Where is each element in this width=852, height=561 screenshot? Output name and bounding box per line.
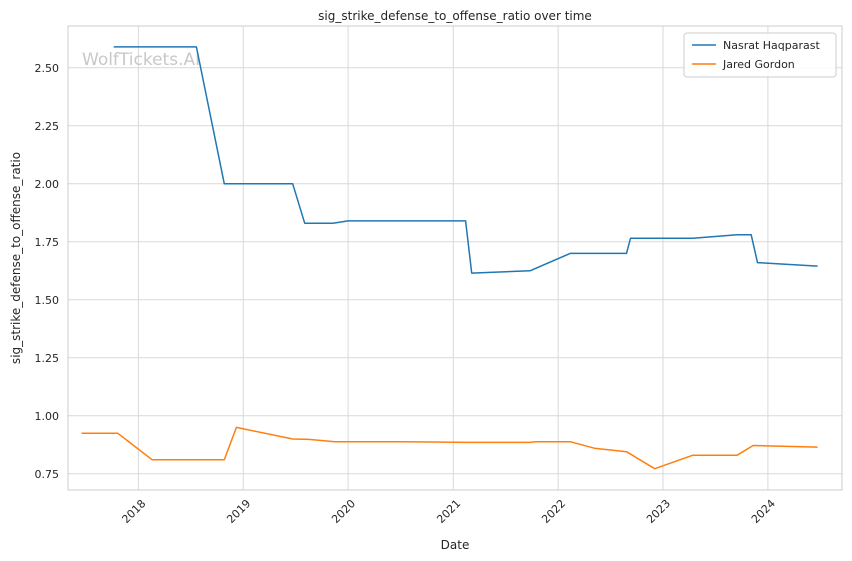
series-line-jared-gordon (81, 426, 818, 470)
x-axis-label: Date (441, 538, 470, 552)
legend-label-nasrat-haqparast: Nasrat Haqparast (723, 39, 820, 52)
y-tick-label: 1.75 (35, 236, 60, 249)
watermark-text: WolfTickets.AI (82, 50, 200, 70)
chart-title: sig_strike_defense_to_offense_ratio over… (318, 9, 592, 23)
y-tick-label: 2.00 (35, 178, 60, 191)
y-tick-label: 1.25 (35, 352, 60, 365)
series-line-nasrat-haqparast (113, 46, 818, 274)
y-tick-label: 1.00 (35, 410, 60, 423)
legend: Nasrat Haqparast Jared Gordon (683, 32, 837, 78)
y-tick-label: 1.50 (35, 294, 60, 307)
y-tick-label: 2.50 (35, 62, 60, 75)
y-axis-label: sig_strike_defense_to_offense_ratio (9, 152, 23, 364)
series-lines (81, 46, 818, 470)
legend-box (683, 32, 837, 78)
y-tick-label: 0.75 (35, 468, 60, 481)
y-tick-labels: 0.75 1.00 1.25 1.50 1.75 2.00 2.25 2.50 (35, 62, 60, 481)
legend-label-jared-gordon: Jared Gordon (722, 58, 795, 71)
y-tick-label: 2.25 (35, 120, 60, 133)
plot-area-frame (67, 25, 843, 491)
y-grid (68, 67, 842, 475)
